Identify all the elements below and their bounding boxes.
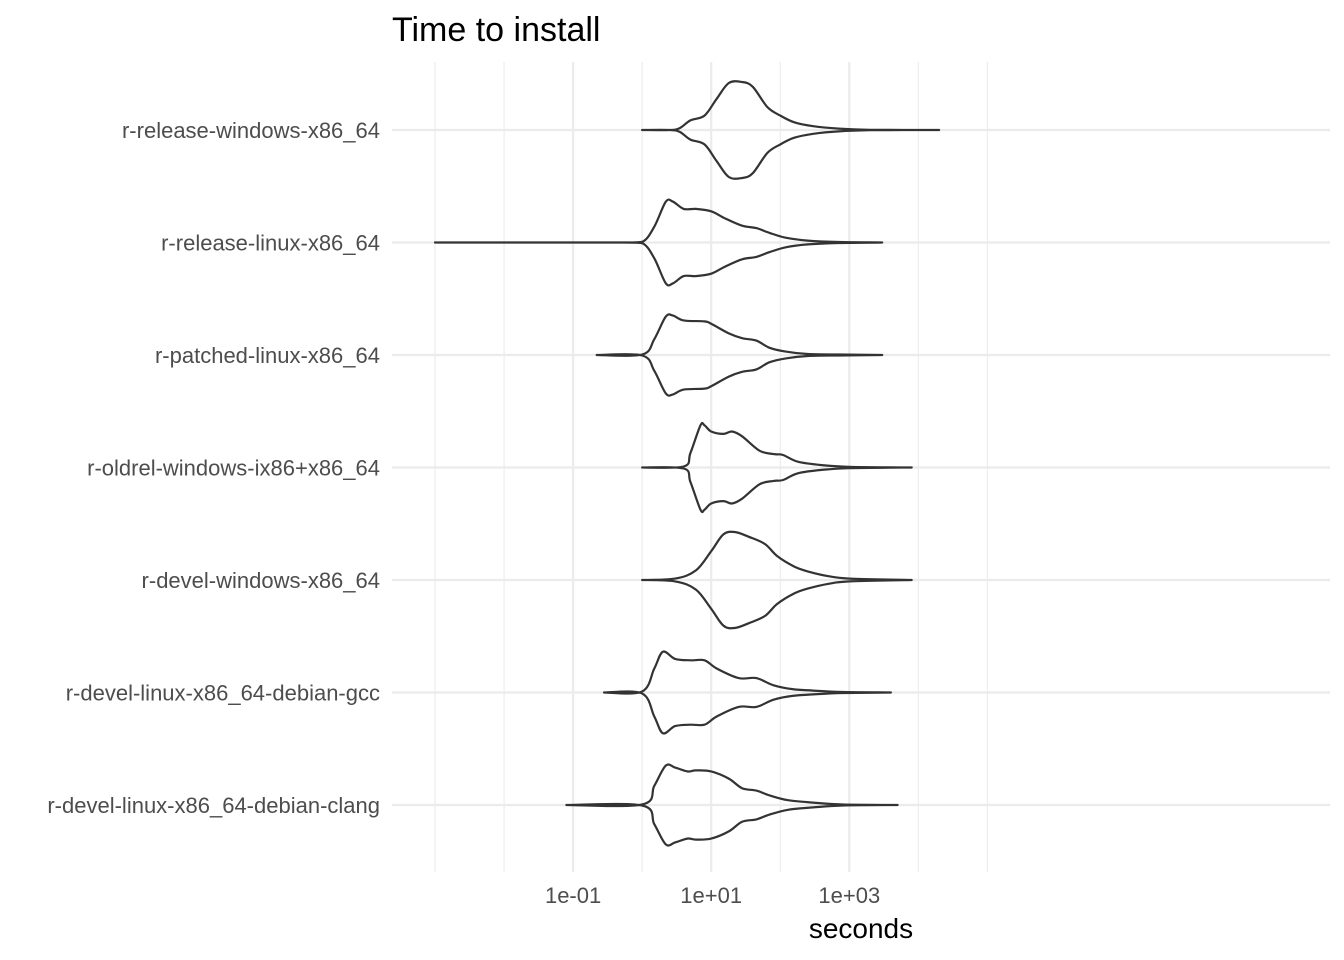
y-tick-label: r-patched-linux-x86_64 <box>155 343 380 368</box>
y-tick-label: r-devel-windows-x86_64 <box>142 568 380 593</box>
y-tick-label: r-release-linux-x86_64 <box>161 231 380 256</box>
x-tick-label: 1e-01 <box>545 883 601 908</box>
chart-title: Time to install <box>392 11 600 49</box>
x-tick-label: 1e+01 <box>680 883 742 908</box>
violin-r-devel-linux-x86_64-debian-clang <box>565 763 899 847</box>
y-axis-labels: r-release-windows-x86_64 r-release-linux-… <box>47 118 380 818</box>
violin-r-release-linux-x86_64 <box>433 198 884 287</box>
x-axis-ticks: 1e-01 1e+01 1e+03 <box>545 883 880 908</box>
violin-r-release-windows-x86_64 <box>641 80 941 180</box>
y-tick-label: r-oldrel-windows-ix86+x86_64 <box>87 456 380 481</box>
violin-r-oldrel-windows-ix86+x86_64 <box>641 421 913 514</box>
violin-r-devel-windows-x86_64 <box>641 530 913 630</box>
y-tick-label: r-release-windows-x86_64 <box>122 118 380 143</box>
x-tick-label: 1e+03 <box>818 883 880 908</box>
y-tick-label: r-devel-linux-x86_64-debian-gcc <box>66 681 380 706</box>
violin-r-patched-linux-x86_64 <box>595 313 884 397</box>
x-axis-title: seconds <box>809 913 913 944</box>
violin-r-devel-linux-x86_64-debian-gcc <box>602 650 892 735</box>
violins <box>433 80 941 847</box>
y-tick-label: r-devel-linux-x86_64-debian-clang <box>47 793 380 818</box>
